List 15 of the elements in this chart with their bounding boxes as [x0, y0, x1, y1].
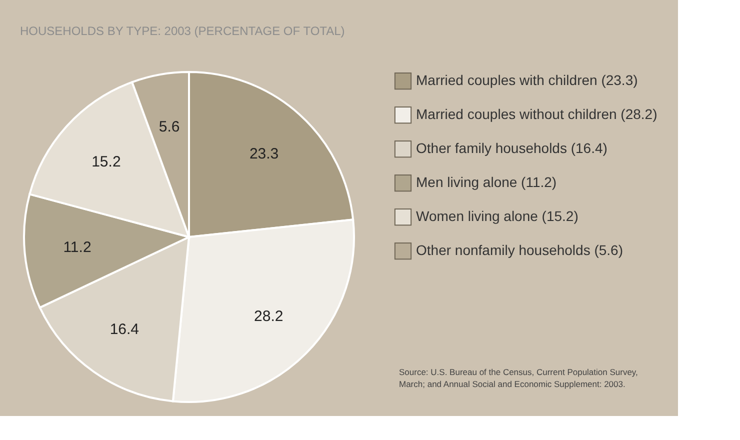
- data-label: 11.2: [63, 239, 92, 256]
- source-note: Source: U.S. Bureau of the Census, Current Population Survey,: [399, 367, 638, 377]
- chart-title: HOUSEHOLDS BY TYPE: 2003 (PERCENTAGE OF TOTAL): [20, 24, 345, 38]
- data-label: 15.2: [92, 153, 121, 170]
- legend-label: Women living alone (15.2): [416, 208, 578, 224]
- legend-label: Other nonfamily households (5.6): [416, 242, 623, 258]
- data-label: 28.2: [254, 308, 284, 326]
- legend-label: Married couples with children (23.3): [416, 72, 638, 88]
- legend-label: Men living alone (11.2): [416, 174, 557, 190]
- legend-label: Married couples without children (28.2): [416, 106, 658, 122]
- data-label: 5.6: [158, 118, 180, 136]
- data-label: 23.3: [249, 146, 279, 163]
- data-label: 16.4: [110, 320, 140, 338]
- legend-label: Other family households (16.4): [416, 140, 608, 156]
- text: March; and Annual Social and Economic Supplement: 2003.: [399, 379, 626, 389]
